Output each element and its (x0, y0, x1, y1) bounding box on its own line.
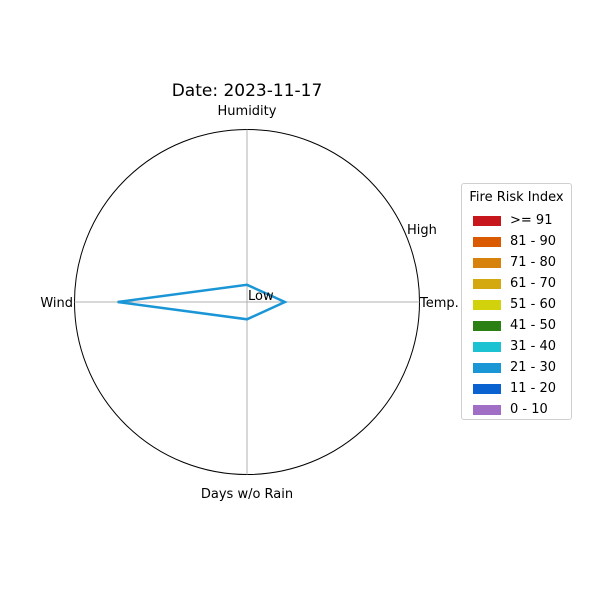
legend-title: Fire Risk Index (469, 190, 564, 205)
legend-swatch (473, 341, 501, 352)
axes-layer (74, 129, 420, 475)
axis-label-temp: Temp. (419, 296, 459, 311)
legend-label: 41 - 50 (510, 318, 557, 333)
axis-label-wind: Wind (40, 296, 73, 311)
legend-label: 31 - 40 (510, 339, 557, 354)
axis-label-humidity: Humidity (218, 104, 277, 119)
legend-swatch (473, 362, 501, 373)
legend-label: 81 - 90 (510, 234, 557, 249)
legend-swatch (473, 320, 501, 331)
legend-swatch (473, 278, 501, 289)
labels-layer: Temp. Humidity Wind Days w/o Rain Low High (40, 104, 458, 502)
legend-label: 0 - 10 (510, 402, 548, 417)
legend-item: 11 - 20 (473, 378, 571, 399)
legend-label: 21 - 30 (510, 360, 557, 375)
legend-label: 71 - 80 (510, 255, 557, 270)
legend-list: >= 91 81 - 90 71 - 80 61 - 70 51 - 60 41 - 50… (473, 210, 571, 420)
legend-item: 31 - 40 (473, 336, 571, 357)
legend-item: >= 91 (473, 210, 571, 231)
legend-swatch (473, 236, 501, 247)
legend-item: 0 - 10 (473, 399, 571, 420)
legend-swatch (473, 383, 501, 394)
scale-label-high: High (407, 223, 437, 238)
legend-swatch (473, 215, 501, 226)
legend-label: 61 - 70 (510, 276, 557, 291)
legend-swatch (473, 404, 501, 415)
legend: Fire Risk Index >= 91 81 - 90 71 - 80 61 - … (461, 183, 572, 420)
legend-item: 41 - 50 (473, 315, 571, 336)
legend-swatch (473, 299, 501, 310)
legend-item: 21 - 30 (473, 357, 571, 378)
chart-title: Date: 2023-11-17 (172, 81, 323, 101)
legend-item: 71 - 80 (473, 252, 571, 273)
legend-item: 51 - 60 (473, 294, 571, 315)
legend-label: >= 91 (510, 213, 553, 228)
legend-label: 11 - 20 (510, 381, 557, 396)
legend-label: 51 - 60 (510, 297, 557, 312)
axis-label-days-w-o-rain: Days w/o Rain (201, 487, 293, 502)
legend-item: 61 - 70 (473, 273, 571, 294)
legend-swatch (473, 257, 501, 268)
series-polygon-1 (117, 283, 288, 321)
scale-label-low: Low (248, 289, 274, 304)
series-layer (117, 283, 288, 321)
legend-item: 81 - 90 (473, 231, 571, 252)
